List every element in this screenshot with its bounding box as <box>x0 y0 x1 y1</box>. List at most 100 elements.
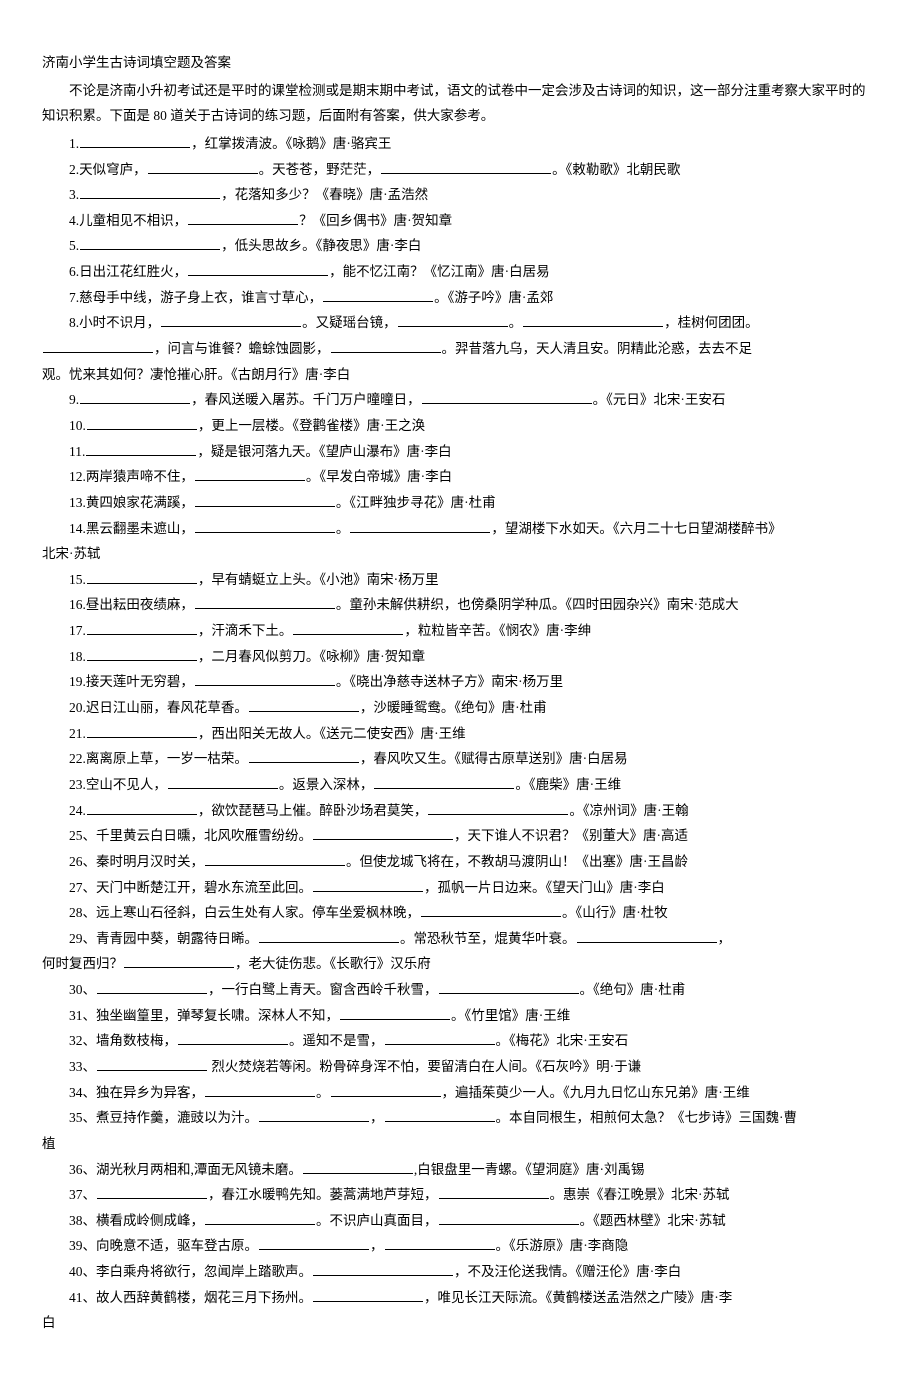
question-text: 3. <box>69 187 79 202</box>
question-text: 4.儿童相见不相识， <box>69 213 187 228</box>
question-text: 38、横看成岭侧成峰， <box>69 1213 204 1228</box>
question-line: 27、天门中断楚江开，碧水东流至此回。，孤帆一片日边来。《望天门山》唐·李白 <box>42 875 878 901</box>
question-line-wrap: ，问言与谁餐？蟾蜍蚀圆影， 。羿昔落九乌，天人清且安。阴精此沦惑，去去不足 <box>42 336 878 362</box>
question-text: ，问言与谁餐？蟾蜍蚀圆影， <box>154 341 330 356</box>
question-line: 12.两岸猿声啼不住， 。《早发白帝城》唐·李白 <box>42 464 878 490</box>
blank-l <box>195 595 335 610</box>
blank-m <box>195 467 305 482</box>
question-line: 7.慈母手中线，游子身上衣，谁言寸草心，。《游子吟》唐·孟郊 <box>42 285 878 311</box>
blank-l <box>188 262 328 277</box>
question-text: 12.两岸猿声啼不住， <box>69 469 194 484</box>
question-text: ，早有蜻蜓立上头。《小池》南宋·杨万里 <box>198 572 439 587</box>
question-line: 11.，疑是银河落九天。《望庐山瀑布》唐·李白 <box>42 439 878 465</box>
question-text: 18. <box>69 649 86 664</box>
question-line: 28、远上寒山石径斜，白云生处有人家。停车坐爱枫林晚，。《山行》唐·杜牧 <box>42 900 878 926</box>
blank-m <box>80 390 190 405</box>
blank-m <box>205 1082 315 1097</box>
question-line: 8.小时不识月，。又疑瑶台镜，。，桂树何团团。 <box>42 310 878 336</box>
question-text: 20.迟日江山丽，春风花草香。 <box>69 700 248 715</box>
blank-l <box>161 313 301 328</box>
blank-m <box>124 954 234 969</box>
blank-m <box>259 1108 369 1123</box>
question-text: 。但使龙城飞将在，不教胡马渡阴山！《出塞》唐·王昌龄 <box>346 854 688 869</box>
question-line: 1.，红掌拨清波。《咏鹅》唐·骆宾王 <box>42 131 878 157</box>
blank-l <box>195 518 335 533</box>
question-text: 13.黄四娘家花满蹊， <box>69 495 194 510</box>
blank-l <box>374 774 514 789</box>
blank-l <box>350 518 490 533</box>
question-text: 16.昼出耘田夜绩麻， <box>69 597 194 612</box>
question-text: ， <box>718 931 732 946</box>
question-text: 19.接天莲叶无穷碧， <box>69 674 194 689</box>
blank-l <box>195 672 335 687</box>
question-line: 21.，西出阳关无故人。《送元二使安西》唐·王维 <box>42 721 878 747</box>
blank-m <box>87 569 197 584</box>
question-line: 19.接天莲叶无穷碧， 。《晓出净慈寺送林子方》南宋·杨万里 <box>42 669 878 695</box>
question-text: 39、向晚意不适，驱车登古原。 <box>69 1238 258 1253</box>
question-text: 。遥知不是雪， <box>289 1033 384 1048</box>
blank-l <box>205 851 345 866</box>
question-line: 14.黑云翻墨未遮山，。，望湖楼下水如天。《六月二十七日望湖楼醉书》 <box>42 516 878 542</box>
blank-m <box>178 1031 288 1046</box>
question-line: 15.，早有蜻蜓立上头。《小池》南宋·杨万里 <box>42 567 878 593</box>
question-text: 。本自同根生，相煎何太急？《七步诗》三国魏·曹 <box>496 1110 798 1125</box>
blank-m <box>87 415 197 430</box>
doc-title: 济南小学生古诗词填空题及答案 <box>42 50 878 76</box>
blank-m <box>87 800 197 815</box>
question-text: ，春江水暖鸭先知。蒌蒿满地芦芽短， <box>208 1187 438 1202</box>
question-line: 39、向晚意不适，驱车登古原。，。《乐游原》唐·李商隐 <box>42 1233 878 1259</box>
question-text: 北宋·苏轼 <box>42 546 101 561</box>
question-line: 38、横看成岭侧成峰，。不识庐山真面目，。《题西林壁》北宋·苏轼 <box>42 1208 878 1234</box>
question-line: 37、，春江水暖鸭先知。蒌蒿满地芦芽短，。惠崇《春江晚景》北宋·苏轼 <box>42 1182 878 1208</box>
blank-l <box>439 980 579 995</box>
question-text: ， <box>370 1238 384 1253</box>
blank-m <box>385 1031 495 1046</box>
question-text: 37、 <box>69 1187 96 1202</box>
question-text: 。羿昔落九乌，天人清且安。阴精此沦惑，去去不足 <box>442 341 753 356</box>
question-text: ，不及汪伦送我情。《赠汪伦》唐·李白 <box>454 1264 681 1279</box>
question-line: 6.日出江花红胜火，，能不忆江南？《忆江南》唐·白居易 <box>42 259 878 285</box>
question-line: 16.昼出耘田夜绩麻，。童孙未解供耕织，也傍桑阴学种瓜。《四时田园杂兴》南宋·范… <box>42 592 878 618</box>
question-text: 23.空山不见人， <box>69 777 167 792</box>
question-line: 10.，更上一层楼。《登鹳雀楼》唐·王之涣 <box>42 413 878 439</box>
question-text: ，唯见长江天际流。《黄鹤楼送孟浩然之广陵》唐·李 <box>424 1290 732 1305</box>
blank-xl <box>422 390 592 405</box>
question-line: 23.空山不见人，。返景入深林，。《鹿柴》唐·王维 <box>42 772 878 798</box>
question-text: ，老大徒伤悲。《长歌行》汉乐府 <box>235 956 431 971</box>
blank-m <box>148 159 258 174</box>
question-text: 白 <box>42 1315 56 1330</box>
question-text: 。《凉州词》唐·王翰 <box>569 803 688 818</box>
blank-l <box>313 826 453 841</box>
question-text: ，粒粒皆辛苦。《悯农》唐·李绅 <box>404 623 591 638</box>
question-text: ，能不忆江南？《忆江南》唐·白居易 <box>329 264 550 279</box>
question-line: 25、千里黄云白日曛，北风吹雁雪纷纷。，天下谁人不识君？《别董大》唐·高适 <box>42 823 878 849</box>
question-line: 9.，春风送暖入屠苏。千门万户曈曈日，。《元日》北宋·王安石 <box>42 387 878 413</box>
question-text: 。《梅花》北宋·王安石 <box>496 1033 629 1048</box>
question-text: 24. <box>69 803 86 818</box>
question-text: 8.小时不识月， <box>69 315 160 330</box>
blank-m <box>331 339 441 354</box>
question-text: 29、青青园中葵，朝露待日晞。 <box>69 931 258 946</box>
blank-m <box>259 1236 369 1251</box>
question-text: ，花落知多少？《春晓》唐·孟浩然 <box>221 187 428 202</box>
question-line: 17.，汗滴禾下土。，粒粒皆辛苦。《悯农》唐·李绅 <box>42 618 878 644</box>
question-text: 。《早发白帝城》唐·李白 <box>306 469 452 484</box>
blank-l <box>439 1210 579 1225</box>
question-text: 11. <box>69 444 85 459</box>
blank-l <box>428 800 568 815</box>
question-text: 。《题西林壁》北宋·苏轼 <box>580 1213 726 1228</box>
question-text: 10. <box>69 418 86 433</box>
question-text: 。 <box>336 521 350 536</box>
question-line: 30、，一行白鹭上青天。窗含西岭千秋雪，。《绝句》唐·杜甫 <box>42 977 878 1003</box>
question-text: 。返景入深林， <box>279 777 374 792</box>
question-line: 36、湖光秋月两相和,潭面无风镜未磨。,白银盘里一青螺。《望洞庭》唐·刘禹锡 <box>42 1157 878 1183</box>
question-text: 。《竹里馆》唐·王维 <box>451 1008 570 1023</box>
question-text: 植 <box>42 1136 56 1151</box>
blank-m <box>86 441 196 456</box>
question-text: ，孤帆一片日边来。《望天门山》唐·李白 <box>424 880 665 895</box>
question-text: 30、 <box>69 982 96 997</box>
question-line: 41、故人西辞黄鹤楼，烟花三月下扬州。，唯见长江天际流。《黄鹤楼送孟浩然之广陵》… <box>42 1285 878 1311</box>
question-text: 。《晓出净慈寺送林子方》南宋·杨万里 <box>336 674 563 689</box>
question-text: 25、千里黄云白日曛，北风吹雁雪纷纷。 <box>69 828 312 843</box>
question-text: 5. <box>69 238 79 253</box>
